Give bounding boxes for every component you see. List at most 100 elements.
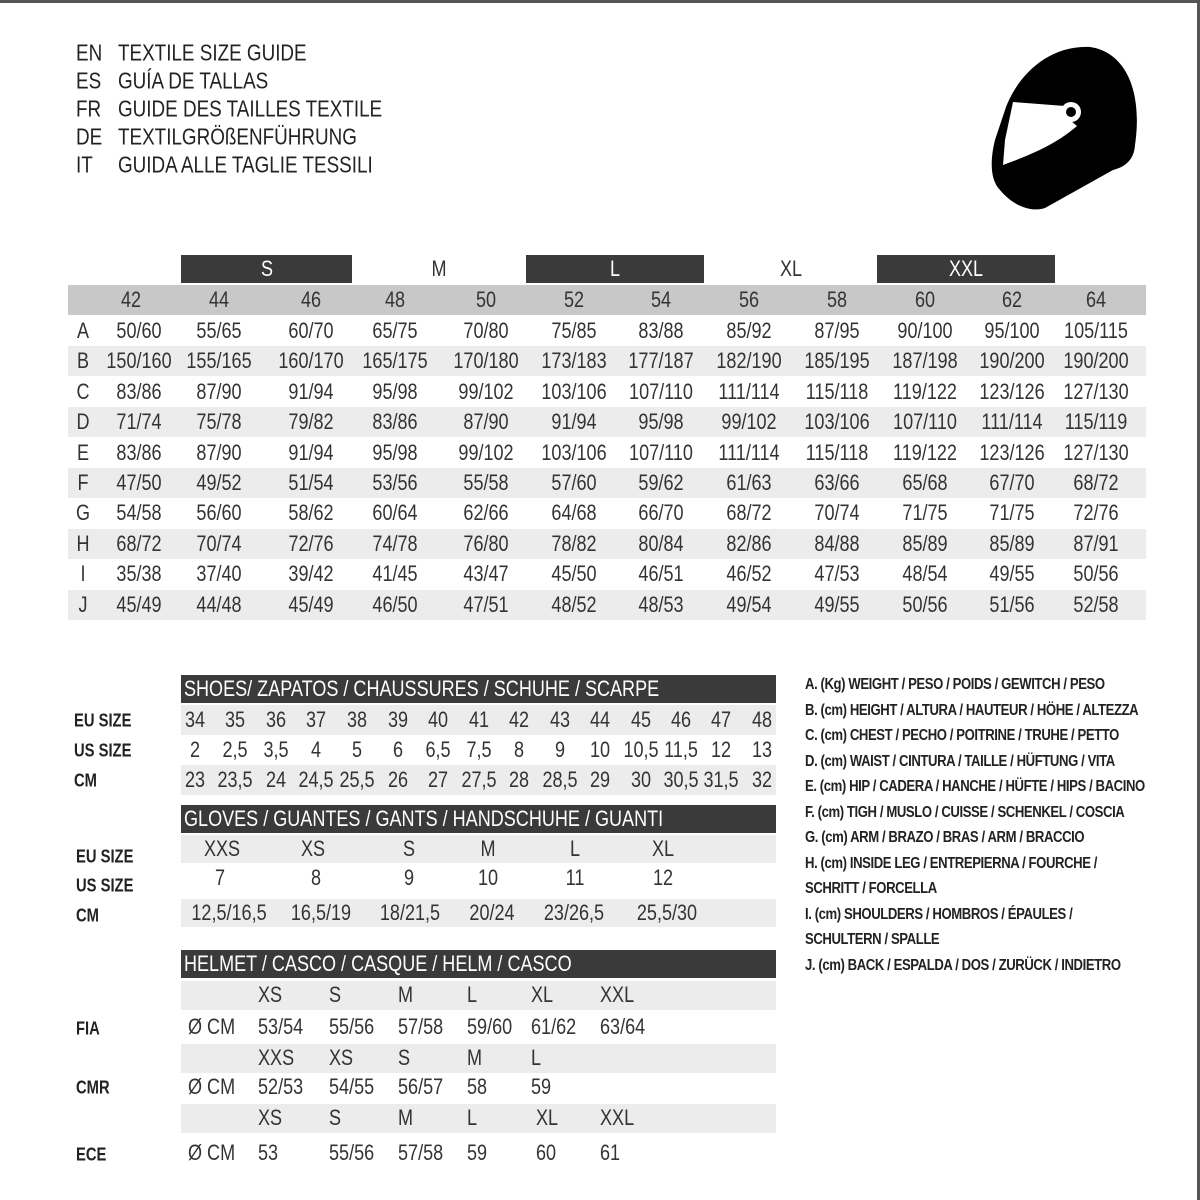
table-row-stripe — [68, 346, 1146, 377]
size-group-band — [181, 255, 352, 283]
column-header: 46 — [300, 287, 322, 312]
helmet-value: 53/54 — [258, 1014, 304, 1039]
size-group-label: XL — [779, 256, 802, 281]
table-row-stripe — [68, 407, 1146, 438]
table-cell: 115/118 — [805, 439, 869, 465]
table-row-stripe — [68, 528, 1146, 559]
table-cell: 6,5 — [425, 737, 451, 762]
table-cell: 13 — [751, 737, 773, 762]
standard-label: FIA — [76, 1018, 100, 1039]
section-header-bar — [181, 805, 776, 833]
table-cell: 87/90 — [463, 409, 509, 435]
column-header: 56 — [738, 287, 760, 312]
table-cell: 185/195 — [804, 348, 870, 374]
table-cell: 2,5 — [222, 737, 248, 762]
table-cell: 50/60 — [116, 318, 162, 343]
legend-item: H. (cm) INSIDE LEG / ENTREPIERNA / FOURC… — [805, 854, 1098, 872]
table-cell: 115/119 — [1064, 409, 1128, 435]
helmet-size: S — [329, 1105, 342, 1130]
table-cell: 182/190 — [716, 348, 782, 374]
section-title: GLOVES / GUANTES / GANTS / HANDSCHUHE / … — [184, 806, 664, 831]
table-cell: 52/58 — [1073, 591, 1119, 617]
table-cell: 49/52 — [196, 470, 242, 495]
table-cell: 48/52 — [551, 591, 597, 617]
table-cell: 45 — [630, 707, 652, 732]
column-header: 48 — [384, 287, 406, 312]
row-key: B — [76, 348, 90, 374]
helmet-value: 54/55 — [329, 1074, 375, 1099]
table-cell: 115/118 — [805, 378, 869, 404]
table-cell: 60/70 — [288, 318, 334, 343]
table-cell: 64/68 — [551, 500, 597, 526]
section-header-bar — [181, 675, 776, 703]
helmet-value: 60 — [536, 1140, 557, 1165]
table-cell: 49/55 — [814, 591, 860, 617]
legend-item: E. (cm) HIP / CADERA / HANCHE / HÜFTE / … — [805, 778, 1145, 795]
title-text: TEXTILGRÖßENFÜHRUNG — [118, 123, 357, 150]
table-cell: 25,5 — [339, 767, 375, 792]
table-cell: 150/160 — [106, 348, 172, 374]
table-cell: 49/54 — [726, 591, 772, 617]
table-cell: 127/130 — [1063, 439, 1129, 465]
legend-item: G. (cm) ARM / BRAZO / BRAS / ARM / BRACC… — [805, 829, 1085, 846]
helmet-value: 61 — [600, 1140, 621, 1165]
table-cell: 70/74 — [196, 530, 242, 556]
table-cell: 65/68 — [902, 470, 948, 495]
table-cell: 76/80 — [463, 530, 509, 556]
helmet-size: M — [398, 1105, 414, 1130]
helmet-value: 55/56 — [329, 1140, 375, 1165]
unit-label: Ø CM — [188, 1140, 236, 1165]
frame-border-right — [1197, 0, 1200, 1200]
table-cell: 170/180 — [453, 348, 519, 374]
table-cell: 42 — [508, 707, 530, 732]
table-cell: 72/76 — [1073, 500, 1119, 526]
helmet-value: 53 — [258, 1140, 279, 1165]
size-group-band — [877, 255, 1055, 283]
helmet-size: L — [467, 982, 478, 1007]
table-cell: 78/82 — [551, 530, 597, 556]
size-group-band — [526, 255, 704, 283]
table-cell: 28,5 — [542, 767, 578, 792]
table-cell: 28 — [508, 767, 530, 792]
section-header-bar — [181, 950, 776, 978]
table-cell: 91/94 — [288, 378, 334, 404]
table-cell: 79/82 — [288, 409, 334, 435]
helmet-size: S — [329, 982, 342, 1007]
table-cell: 35/38 — [116, 561, 162, 587]
language-code: DE — [76, 123, 103, 150]
row-label: US SIZE — [76, 875, 134, 896]
column-header: 58 — [826, 287, 848, 312]
helmet-size: S — [398, 1045, 411, 1070]
column-header: 60 — [914, 287, 936, 312]
table-cell: 8 — [310, 865, 322, 890]
table-cell: 60/64 — [372, 500, 418, 526]
table-cell: 119/122 — [893, 378, 957, 404]
table-cell: 23,5 — [217, 767, 253, 792]
table-cell: 103/106 — [541, 378, 607, 404]
helmet-value: 58 — [467, 1074, 488, 1099]
unit-label: Ø CM — [188, 1014, 236, 1039]
row-label: EU SIZE — [74, 710, 132, 731]
table-cell: 54/58 — [116, 500, 162, 526]
legend-item: J. (cm) BACK / ESPALDA / DOS / ZURÜCK / … — [805, 956, 1121, 974]
table-cell: 51/56 — [989, 591, 1035, 617]
table-row-stripe — [181, 705, 776, 735]
table-cell: XXS — [203, 836, 241, 861]
language-code: ES — [76, 67, 102, 94]
table-cell: 57/60 — [551, 470, 597, 495]
table-cell: 107/110 — [893, 409, 957, 435]
table-cell: 47/50 — [116, 470, 162, 495]
table-cell: 123/126 — [979, 439, 1045, 465]
table-cell: 55/65 — [196, 318, 242, 343]
size-group-label: S — [260, 256, 273, 281]
table-row-stripe — [68, 589, 1146, 620]
column-header-row — [68, 285, 1146, 315]
table-cell: 7 — [214, 865, 226, 890]
size-group-label: L — [609, 256, 621, 281]
table-cell: 10 — [477, 865, 499, 890]
table-cell: 46 — [670, 707, 692, 732]
table-cell: 12,5/16,5 — [191, 900, 267, 925]
column-header: 64 — [1085, 287, 1107, 312]
table-cell: 43 — [549, 707, 571, 732]
size-group-label: XXL — [948, 256, 984, 281]
